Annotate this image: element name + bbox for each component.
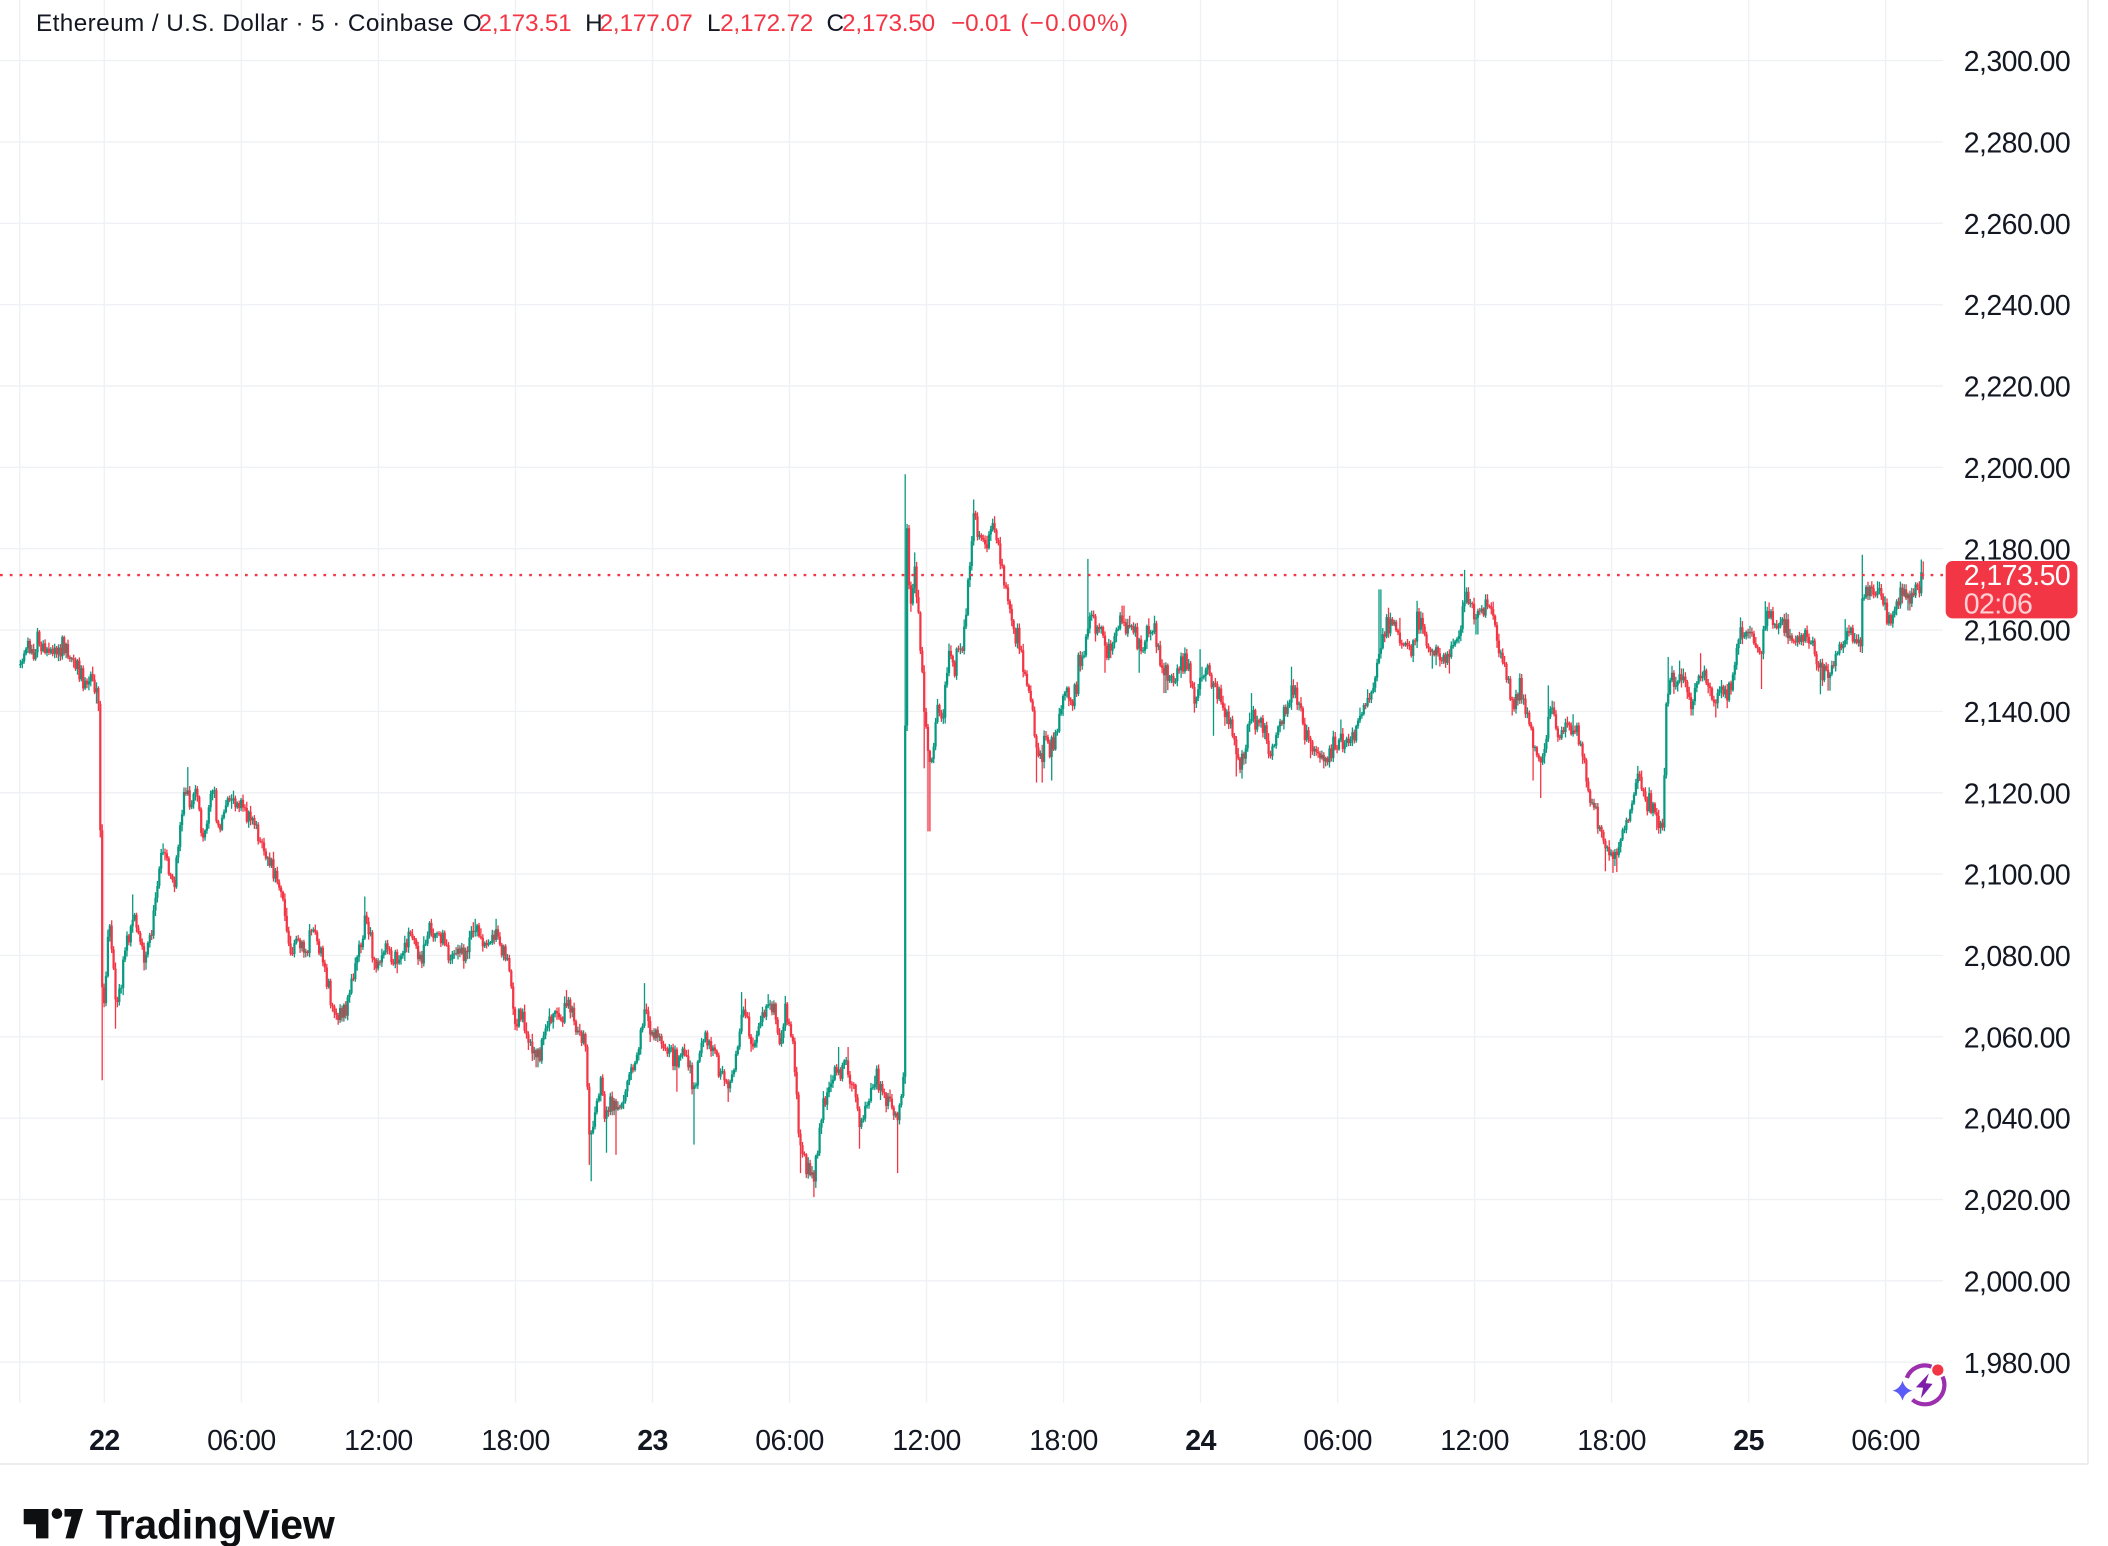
svg-text:2,260.00: 2,260.00 [1964,209,2071,241]
svg-text:Ethereum / U.S. Dollar · 5 · C: Ethereum / U.S. Dollar · 5 · Coinbase [36,10,454,37]
svg-text:2,280.00: 2,280.00 [1964,128,2071,160]
svg-text:2,240.00: 2,240.00 [1964,290,2071,322]
svg-text:2,020.00: 2,020.00 [1964,1185,2071,1217]
svg-text:12:00: 12:00 [1440,1425,1509,1457]
svg-text:2,173.50: 2,173.50 [842,10,935,37]
svg-text:18:00: 18:00 [1577,1425,1646,1457]
svg-text:TradingView: TradingView [96,1501,335,1546]
svg-text:18:00: 18:00 [481,1425,550,1457]
svg-text:18:00: 18:00 [1029,1425,1098,1457]
svg-text:25: 25 [1733,1425,1764,1457]
svg-text:2,173.51: 2,173.51 [479,10,572,37]
svg-text:2,180.00: 2,180.00 [1964,534,2071,566]
svg-text:2,060.00: 2,060.00 [1964,1022,2071,1054]
svg-text:12:00: 12:00 [892,1425,961,1457]
svg-text:2,000.00: 2,000.00 [1964,1266,2071,1298]
svg-text:06:00: 06:00 [207,1425,276,1457]
svg-text:06:00: 06:00 [755,1425,824,1457]
svg-text:22: 22 [89,1425,120,1457]
svg-text:(−0.00%): (−0.00%) [1020,10,1129,37]
svg-text:06:00: 06:00 [1851,1425,1920,1457]
svg-text:2,160.00: 2,160.00 [1964,616,2071,648]
svg-text:2,120.00: 2,120.00 [1964,778,2071,810]
svg-text:1,980.00: 1,980.00 [1964,1348,2071,1380]
svg-text:02:06: 02:06 [1964,589,2033,621]
svg-text:2,177.07: 2,177.07 [600,10,693,37]
svg-text:2,040.00: 2,040.00 [1964,1104,2071,1136]
svg-text:2,300.00: 2,300.00 [1964,46,2071,78]
svg-text:C: C [827,10,844,37]
svg-text:2,080.00: 2,080.00 [1964,941,2071,973]
svg-text:2,220.00: 2,220.00 [1964,372,2071,404]
svg-text:2,173.50: 2,173.50 [1964,560,2071,592]
svg-text:24: 24 [1185,1425,1216,1457]
svg-text:12:00: 12:00 [344,1425,413,1457]
svg-text:06:00: 06:00 [1303,1425,1372,1457]
svg-text:−0.01: −0.01 [951,10,1011,37]
svg-text:2,172.72: 2,172.72 [720,10,813,37]
svg-text:H: H [585,10,602,37]
svg-text:O: O [463,10,482,37]
svg-text:2,200.00: 2,200.00 [1964,453,2071,485]
svg-text:2,100.00: 2,100.00 [1964,860,2071,892]
svg-text:23: 23 [637,1425,668,1457]
svg-text:L: L [707,10,720,37]
svg-text:2,140.00: 2,140.00 [1964,697,2071,729]
